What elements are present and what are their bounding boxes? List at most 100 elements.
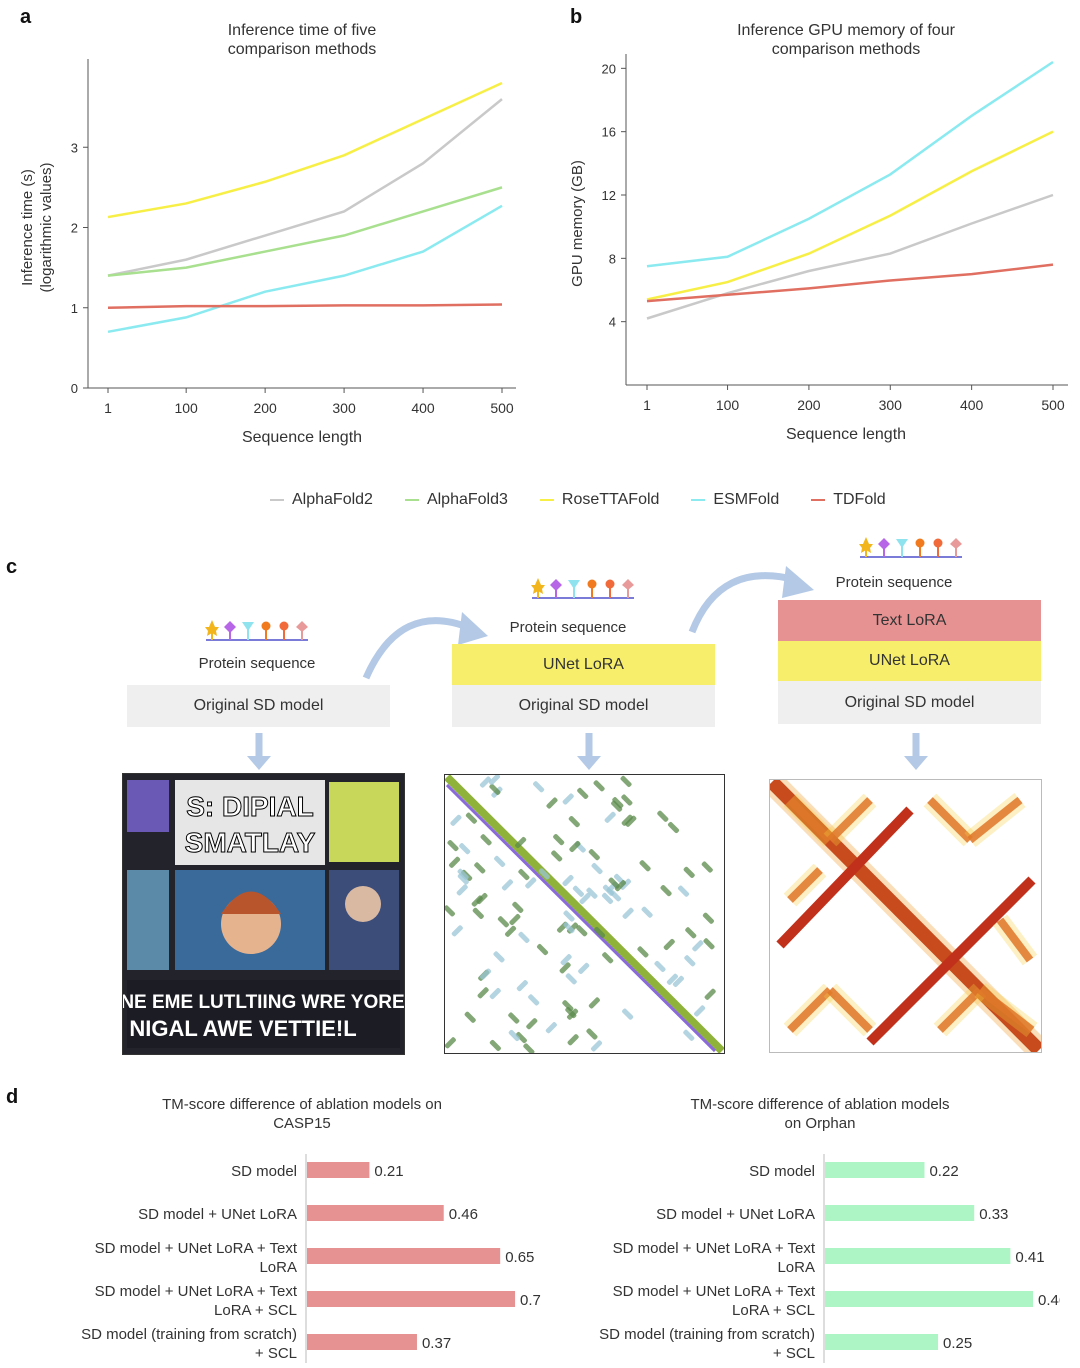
casp-category-label-4-1: + SCL bbox=[255, 1345, 297, 1362]
unet-map-contact-25 bbox=[477, 987, 489, 999]
casp-category-label-4-0: SD model (training from scratch) bbox=[81, 1326, 297, 1343]
group3-sequence-kite-icon bbox=[950, 538, 962, 549]
tdfold-map-contact-3 bbox=[967, 796, 1023, 844]
unet-map-contact-57 bbox=[533, 781, 545, 793]
casp-category-label-1-0: SD model + UNet LoRA bbox=[138, 1206, 297, 1223]
legend-item-AlphaFold3: AlphaFold3 bbox=[404, 488, 508, 512]
unet-map-contact-94 bbox=[528, 994, 540, 1006]
unet-map-contact-9 bbox=[591, 863, 603, 875]
orphan-bar-3 bbox=[825, 1291, 1033, 1307]
protein-sequence-label-2: Protein sequence bbox=[509, 619, 627, 636]
casp-bar-value-2: 0.65 bbox=[505, 1249, 534, 1266]
memory-x-tick-label-1: 100 bbox=[716, 397, 740, 413]
tdfold-map-contact-halo-9 bbox=[992, 914, 1038, 966]
memory-x-axis-label: Sequence length bbox=[786, 426, 906, 443]
time-series-ESMFold bbox=[107, 204, 503, 334]
panel-letter-b: b bbox=[570, 6, 583, 28]
casp-category-label-3-0: SD model + UNet LoRA + Text bbox=[95, 1283, 298, 1300]
unet-map-contact-16 bbox=[562, 1000, 574, 1012]
casp-category-label-2-1: LoRA bbox=[259, 1259, 297, 1276]
orphan-category-label-2-0: SD model + UNet LoRA + Text bbox=[613, 1240, 816, 1257]
casp-bar-value-4: 0.37 bbox=[422, 1335, 451, 1352]
panel-letter-c: c bbox=[6, 556, 18, 578]
orphan-bar-1 bbox=[825, 1205, 975, 1221]
casp-bar-2 bbox=[307, 1248, 501, 1264]
unet-map-contact-115 bbox=[620, 775, 632, 787]
unet-map-contact-10 bbox=[538, 868, 550, 880]
inference-time-chart: Inference time of five comparison methods… bbox=[19, 22, 516, 446]
unet-map-contact-33 bbox=[612, 797, 624, 809]
time-y-tick-label-3: 3 bbox=[71, 140, 78, 155]
unet-map-contact-112 bbox=[508, 1029, 520, 1042]
unet-map-contact-107 bbox=[678, 885, 690, 897]
legend-item-AlphaFold2: AlphaFold2 bbox=[270, 488, 373, 512]
unet-map-contact-102 bbox=[639, 860, 651, 872]
group3-sequence-triangle-icon bbox=[896, 539, 908, 548]
tdfold-map-contact-9 bbox=[996, 917, 1034, 963]
casp-category-label-0-0: SD model bbox=[231, 1163, 297, 1180]
unet-map-diagonal bbox=[445, 775, 724, 1053]
casp-category-label-2-0: SD model + UNet LoRA + Text bbox=[95, 1240, 298, 1257]
unet-map-contact-41 bbox=[622, 907, 634, 919]
unet-map-contact-42 bbox=[567, 1034, 579, 1046]
memory-y-tick-label-2: 12 bbox=[602, 188, 616, 203]
tdfold-map-contact-4 bbox=[787, 987, 833, 1033]
time-y-axis-label-0: Inference time (s) bbox=[19, 169, 36, 286]
unet-map-contact-54 bbox=[667, 821, 680, 834]
unet-map-contact-110 bbox=[546, 797, 558, 809]
unet-map-contact-64 bbox=[660, 885, 672, 897]
comic-bottom-text-2: NIGAL AWE VETTIE!L bbox=[129, 1016, 356, 1041]
unet-map-contact-23 bbox=[601, 892, 614, 904]
tdfold-contact-map-art bbox=[770, 780, 1041, 1052]
generated-image-comic: S: DIPIAL SMATLAY INE EME LUTLTIING WRE … bbox=[122, 773, 405, 1055]
unet-map-contact-85 bbox=[672, 975, 684, 987]
unet-map-contact-116 bbox=[523, 1043, 535, 1053]
memory-y-tick-label-1: 8 bbox=[609, 251, 616, 266]
unet-map-contact-53 bbox=[526, 1018, 538, 1030]
memory-y-tick-label-3: 16 bbox=[602, 125, 616, 140]
tdfold-map-contact-halo-4 bbox=[783, 983, 837, 1037]
legend-item-ESMFold: ESMFold bbox=[691, 488, 779, 512]
legend-swatch-TDFold bbox=[811, 499, 826, 501]
unet-map-contact-4 bbox=[625, 815, 637, 827]
unet-map-contact-0 bbox=[576, 925, 588, 937]
unet-map-contact-111 bbox=[445, 1037, 456, 1049]
memory-title-line-0: Inference GPU memory of four bbox=[737, 22, 956, 39]
group3-sequence-circle-icon-3 bbox=[915, 538, 925, 548]
memory-x-tick-label-3: 300 bbox=[879, 397, 903, 413]
protein-sequence-label-1: Protein sequence bbox=[198, 655, 316, 672]
comic-top-text-2: SMATLAY bbox=[185, 827, 316, 858]
casp-bar-value-1: 0.46 bbox=[449, 1206, 478, 1223]
legend-label-AlphaFold3: AlphaFold3 bbox=[426, 491, 508, 508]
unet-map-contact-79 bbox=[509, 914, 521, 926]
unet-map-contact-52 bbox=[493, 951, 505, 963]
tdfold-map-contact-halo-5 bbox=[823, 983, 877, 1037]
time-title-line-1: comparison methods bbox=[228, 41, 377, 58]
unet-map-contact-74 bbox=[565, 1007, 577, 1019]
memory-series-RoseTTAFold bbox=[646, 130, 1054, 301]
tdfold-map-contact-0 bbox=[787, 797, 833, 843]
unet-map-contact-105 bbox=[704, 988, 716, 1000]
tdfold-map-contact-halo-2 bbox=[923, 793, 977, 847]
unet-map-contact-98 bbox=[472, 907, 484, 919]
unet-map-contact-18 bbox=[516, 980, 528, 992]
legend-label-RoseTTAFold: RoseTTAFold bbox=[561, 491, 660, 508]
tdfold-map-contact-halo-3 bbox=[964, 792, 1026, 848]
unet-lora-box-2: UNet LoRA bbox=[452, 644, 715, 685]
unet-map-contact-46 bbox=[619, 878, 632, 890]
unet-map-contact-55 bbox=[685, 927, 697, 939]
unet-map-contact-66 bbox=[518, 869, 530, 881]
unet-map-contact-96 bbox=[569, 840, 581, 853]
group2-sequence-circle-icon-3 bbox=[587, 579, 597, 589]
casp-bar-0 bbox=[307, 1162, 370, 1178]
legend-swatch-AlphaFold2 bbox=[270, 499, 284, 501]
unet-map-contact-68 bbox=[518, 931, 530, 943]
tdfold-map-contact-6 bbox=[937, 987, 983, 1033]
unet-map-contact-37 bbox=[464, 1011, 476, 1023]
unet-map-contact-15 bbox=[701, 861, 713, 873]
tdfold-map-contact-halo-6 bbox=[933, 983, 987, 1037]
casp-bar-3 bbox=[307, 1291, 516, 1307]
panel-letter-d: d bbox=[6, 1086, 19, 1108]
tdfold-map-anti-diagonal-2 bbox=[866, 876, 1036, 1046]
unet-map-contact-109 bbox=[536, 944, 549, 956]
